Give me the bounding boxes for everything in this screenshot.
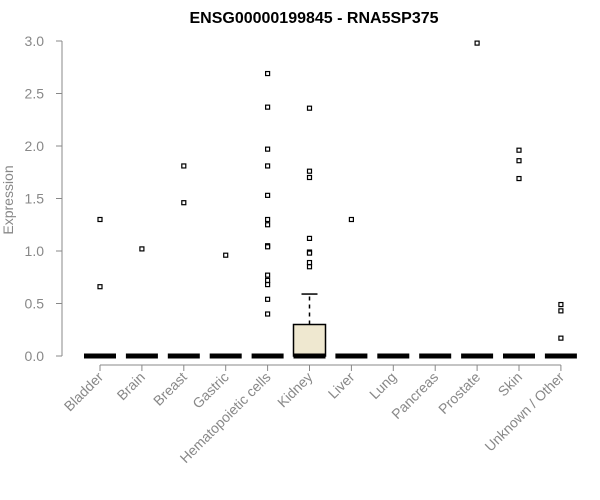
outlier-point <box>265 311 271 317</box>
x-tick-label: Unknown / Other <box>481 369 567 455</box>
outlier-point <box>306 259 313 266</box>
outlier-point <box>265 146 271 152</box>
x-tick-label: Brain <box>114 369 148 403</box>
outlier-point <box>265 104 271 110</box>
outlier-point <box>306 168 313 174</box>
y-tick-label: 0.5 <box>25 296 45 312</box>
box-group-bladder <box>84 216 116 359</box>
y-tick-label: 2.5 <box>25 86 45 102</box>
y-tick-label: 1.0 <box>25 243 45 259</box>
x-tick-label: Kidney <box>274 369 316 411</box>
outlier-point <box>265 70 271 77</box>
outlier-point <box>265 163 271 169</box>
y-axis-label: Expression <box>0 165 16 234</box>
outlier-point <box>265 296 271 302</box>
y-tick-label: 0.0 <box>25 348 45 364</box>
y-tick-label: 1.5 <box>25 191 45 207</box>
x-tick-label: Bladder <box>61 369 107 415</box>
x-tick-label: Prostate <box>435 369 483 417</box>
outlier-point <box>265 216 271 223</box>
outlier-point <box>558 335 564 341</box>
outlier-point <box>516 175 522 182</box>
box-group-hematopoietic-cells <box>251 70 284 359</box>
box-group-kidney <box>292 105 327 359</box>
outlier-point <box>139 246 145 252</box>
outlier-point <box>181 163 187 169</box>
outlier-point <box>97 216 103 223</box>
outlier-point <box>306 105 313 111</box>
x-tick-label: Liver <box>325 369 358 402</box>
outlier-point <box>265 282 271 288</box>
y-axis: 0.0 0.5 1.0 1.5 2.0 2.5 3.0 <box>25 33 63 364</box>
outlier-point <box>306 174 313 181</box>
x-tick-label: Breast <box>150 369 190 409</box>
y-tick-label: 3.0 <box>25 33 45 49</box>
x-tick-label: Pancreas <box>388 369 441 422</box>
outlier-point <box>265 222 271 228</box>
outlier-point <box>306 235 313 241</box>
chart-title: ENSG00000199845 - RNA5SP375 <box>189 10 438 27</box>
outlier-point <box>516 158 522 164</box>
box-group-breast <box>167 163 200 359</box>
x-tick-label: Lung <box>366 369 399 402</box>
outlier-point <box>348 216 354 223</box>
outlier-point <box>558 308 564 314</box>
outlier-point <box>265 244 271 250</box>
x-tick-label: Skin <box>495 369 526 400</box>
outlier-point <box>223 252 229 258</box>
box-group-skin <box>503 147 535 359</box>
box-group-prostate <box>461 40 494 359</box>
outlier-point <box>306 250 313 256</box>
plot-area <box>84 40 577 359</box>
box-group-gastric <box>209 252 242 359</box>
outlier-point <box>558 301 564 308</box>
outlier-point <box>306 264 313 270</box>
outlier-point <box>265 192 271 198</box>
box-group-unknown-other <box>544 301 577 359</box>
outlier-point <box>265 272 271 278</box>
outlier-point <box>97 284 103 290</box>
box-group-liver <box>335 216 368 359</box>
outlier-point <box>181 200 187 206</box>
outlier-point <box>516 147 522 153</box>
box-rect <box>292 323 327 357</box>
box-group-brain <box>125 246 158 359</box>
y-tick-label: 2.0 <box>25 138 45 154</box>
outlier-point <box>474 40 480 46</box>
outlier-point <box>265 277 271 283</box>
